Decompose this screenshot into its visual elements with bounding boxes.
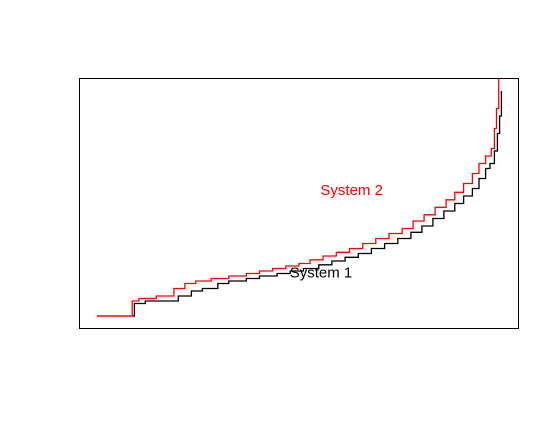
plot-frame xyxy=(79,78,519,329)
series-line-2 xyxy=(97,78,500,317)
series-labels: System 1 System 2 xyxy=(290,182,383,282)
series-lines xyxy=(97,78,503,317)
series-line-1 xyxy=(97,91,503,317)
series-label-2: System 2 xyxy=(320,182,383,199)
series-label-1: System 1 xyxy=(290,264,353,281)
